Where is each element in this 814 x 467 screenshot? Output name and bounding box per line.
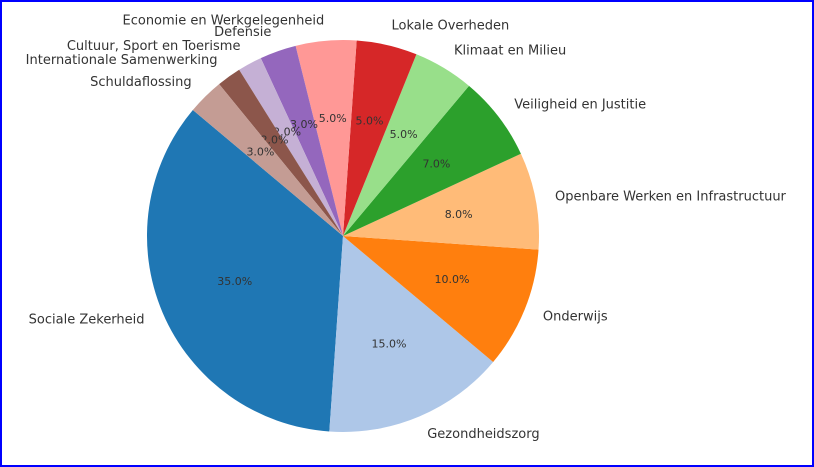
- slice-label-internationale-samenwerking: Internationale Samenwerking: [26, 53, 218, 68]
- slice-label-onderwijs: Onderwijs: [543, 309, 608, 324]
- pct-label-onderwijs: 10.0%: [435, 273, 470, 286]
- pct-label-openbare-werken-en-infrastructuur: 8.0%: [445, 208, 473, 221]
- slice-label-gezondheidszorg: Gezondheidszorg: [427, 427, 539, 442]
- slice-label-economie-en-werkgelegenheid: Economie en Werkgelegenheid: [123, 14, 325, 29]
- pie-slice-gezondheidszorg: [329, 236, 494, 433]
- pie-slice-sociale-zekerheid: [147, 110, 343, 432]
- pie-slice-economie-en-werkgelegenheid: [295, 40, 357, 237]
- pie-slice-defensie: [260, 45, 343, 236]
- pct-label-schuldaflossing: 3.0%: [246, 145, 274, 158]
- slice-label-klimaat-en-milieu: Klimaat en Milieu: [454, 44, 566, 59]
- pie-slice-openbare-werken-en-infrastructuur: [343, 153, 539, 250]
- pct-label-gezondheidszorg: 15.0%: [371, 337, 406, 350]
- slice-label-schuldaflossing: Schuldaflossing: [90, 75, 192, 90]
- slice-label-defensie: Defensie: [214, 25, 271, 40]
- slice-label-cultuur-sport-en-toerisme: Cultuur, Sport en Toerisme: [67, 39, 241, 54]
- pie-slice-veiligheid-en-justitie: [343, 85, 521, 236]
- pie-slice-schuldaflossing: [192, 84, 343, 237]
- pct-label-klimaat-en-milieu: 5.0%: [390, 128, 418, 141]
- pct-label-economie-en-werkgelegenheid: 5.0%: [319, 112, 347, 125]
- pct-label-internationale-samenwerking: 2.0%: [261, 133, 289, 146]
- pct-label-defensie: 3.0%: [290, 118, 318, 131]
- pie-slice-lokale-overheden: [343, 40, 417, 236]
- pct-label-lokale-overheden: 5.0%: [355, 114, 383, 127]
- pct-label-cultuur-sport-en-toerisme: 2.0%: [273, 126, 301, 139]
- pie-slice-cultuur-sport-en-toerisme: [239, 58, 343, 236]
- pct-label-veiligheid-en-justitie: 7.0%: [422, 158, 450, 171]
- pct-label-sociale-zekerheid: 35.0%: [217, 275, 252, 288]
- pie-slice-internationale-samenwerking: [219, 69, 343, 237]
- pie-slice-klimaat-en-milieu: [343, 54, 469, 236]
- slice-label-lokale-overheden: Lokale Overheden: [391, 18, 509, 33]
- pie-slice-onderwijs: [343, 236, 539, 362]
- slice-label-veiligheid-en-justitie: Veiligheid en Justitie: [514, 98, 646, 113]
- slice-label-openbare-werken-en-infrastructuur: Openbare Werken en Infrastructuur: [555, 190, 787, 205]
- slice-label-sociale-zekerheid: Sociale Zekerheid: [29, 313, 145, 328]
